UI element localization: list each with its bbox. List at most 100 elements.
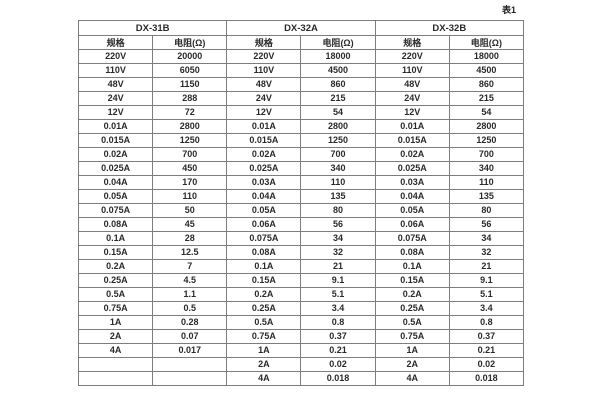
resistance-cell: 700 bbox=[300, 147, 376, 162]
spec-cell: 0.015A bbox=[77, 133, 154, 148]
spec-cell: 220V bbox=[374, 49, 450, 64]
spec-cell: 24V bbox=[374, 91, 450, 106]
resistance-cell: 0.21 bbox=[300, 343, 376, 358]
resistance-cell: 1.1 bbox=[152, 287, 228, 302]
resistance-cell: 0.018 bbox=[448, 371, 525, 386]
resistance-cell: 135 bbox=[448, 189, 525, 204]
table-row: 0.15A 12.5 0.08A 32 0.08A 32 bbox=[77, 245, 525, 260]
resistance-cell: 20000 bbox=[152, 49, 228, 64]
spec-cell: 0.15A bbox=[226, 273, 302, 288]
resistance-cell: 0.5 bbox=[152, 301, 228, 316]
spec-cell: 0.25A bbox=[374, 301, 450, 316]
resistance-cell: 56 bbox=[300, 217, 376, 232]
spec-cell: 0.15A bbox=[374, 273, 450, 288]
resistance-cell: 4.5 bbox=[152, 273, 228, 288]
resistance-cell: 34 bbox=[300, 231, 376, 246]
spec-cell: 0.05A bbox=[374, 203, 450, 218]
resistance-cell: 0.37 bbox=[448, 329, 525, 344]
spec-cell: 0.25A bbox=[77, 273, 154, 288]
table-row: 0.75A 0.5 0.25A 3.4 0.25A 3.4 bbox=[77, 301, 525, 316]
spec-cell: 48V bbox=[374, 77, 450, 92]
resistance-cell: 3.4 bbox=[300, 301, 376, 316]
spec-cell: 0.25A bbox=[226, 301, 302, 316]
spec-cell: 24V bbox=[226, 91, 302, 106]
resistance-cell: 12.5 bbox=[152, 245, 228, 260]
group-header-dx31b: DX-31B bbox=[77, 20, 228, 36]
spec-cell: 0.025A bbox=[226, 161, 302, 176]
table-row: 0.08A 45 0.06A 56 0.06A 56 bbox=[77, 217, 525, 232]
resistance-cell: 0.07 bbox=[152, 329, 228, 344]
spec-cell: 0.04A bbox=[226, 189, 302, 204]
spec-cell: 0.08A bbox=[226, 245, 302, 260]
table-row: 0.2A 7 0.1A 21 0.1A 21 bbox=[77, 259, 525, 274]
resistance-cell: 0.37 bbox=[300, 329, 376, 344]
spec-cell: 0.04A bbox=[374, 189, 450, 204]
resistance-cell: 54 bbox=[448, 105, 525, 120]
spec-cell: 12V bbox=[77, 105, 154, 120]
spec-cell: 220V bbox=[77, 49, 154, 64]
spec-cell: 0.01A bbox=[226, 119, 302, 134]
spec-cell: 1A bbox=[374, 343, 450, 358]
spec-cell: 24V bbox=[77, 91, 154, 106]
table-row: 0.02A 700 0.02A 700 0.02A 700 bbox=[77, 147, 525, 162]
spec-cell: 0.025A bbox=[77, 161, 154, 176]
spec-cell: 0.02A bbox=[374, 147, 450, 162]
resistance-cell: 2800 bbox=[152, 119, 228, 134]
spec-cell: 0.05A bbox=[226, 203, 302, 218]
resistance-cell: 135 bbox=[300, 189, 376, 204]
spec-cell bbox=[77, 371, 154, 386]
resistance-cell: 18000 bbox=[300, 49, 376, 64]
resistance-cell: 56 bbox=[448, 217, 525, 232]
table-caption: 表1 bbox=[502, 5, 517, 15]
resistance-cell: 9.1 bbox=[448, 273, 525, 288]
resistance-cell: 0.8 bbox=[448, 315, 525, 330]
resistance-cell: 0.017 bbox=[152, 343, 228, 358]
resistance-cell: 0.21 bbox=[448, 343, 525, 358]
resistance-cell: 0.02 bbox=[448, 357, 525, 372]
resistance-cell: 340 bbox=[448, 161, 525, 176]
spec-cell: 2A bbox=[226, 357, 302, 372]
resistance-cell: 72 bbox=[152, 105, 228, 120]
resistance-cell: 700 bbox=[152, 147, 228, 162]
table-row: 0.05A 110 0.04A 135 0.04A 135 bbox=[77, 189, 525, 204]
resistance-cell: 340 bbox=[300, 161, 376, 176]
resistance-cell: 110 bbox=[300, 175, 376, 190]
col-header-spec-dx32b: 规格 bbox=[374, 35, 450, 50]
table-row: 0.01A 2800 0.01A 2800 0.01A 2800 bbox=[77, 119, 525, 134]
resistance-cell: 110 bbox=[152, 189, 228, 204]
table-row: 48V 1150 48V 860 48V 860 bbox=[77, 77, 525, 92]
spec-cell: 2A bbox=[374, 357, 450, 372]
spec-cell: 0.2A bbox=[226, 287, 302, 302]
spec-cell: 4A bbox=[374, 371, 450, 386]
resistance-cell: 50 bbox=[152, 203, 228, 218]
resistance-cell: 32 bbox=[300, 245, 376, 260]
resistance-cell: 860 bbox=[448, 77, 525, 92]
spec-cell: 0.075A bbox=[374, 231, 450, 246]
resistance-cell: 28 bbox=[152, 231, 228, 246]
spec-cell: 4A bbox=[226, 371, 302, 386]
resistance-cell: 2800 bbox=[448, 119, 525, 134]
resistance-cell: 2800 bbox=[300, 119, 376, 134]
spec-cell: 0.05A bbox=[77, 189, 154, 204]
table-row: 0.1A 28 0.075A 34 0.075A 34 bbox=[77, 231, 525, 246]
group-header-row: DX-31B DX-32A DX-32B bbox=[77, 20, 525, 36]
spec-cell: 48V bbox=[77, 77, 154, 92]
col-header-resistance-dx32b: 电阻(Ω) bbox=[448, 35, 525, 50]
spec-cell: 0.015A bbox=[374, 133, 450, 148]
spec-cell: 0.5A bbox=[226, 315, 302, 330]
spec-cell: 0.75A bbox=[226, 329, 302, 344]
spec-cell: 0.5A bbox=[374, 315, 450, 330]
spec-cell: 0.02A bbox=[77, 147, 154, 162]
resistance-cell: 54 bbox=[300, 105, 376, 120]
spec-cell: 0.03A bbox=[374, 175, 450, 190]
resistance-cell: 7 bbox=[152, 259, 228, 274]
resistance-cell: 9.1 bbox=[300, 273, 376, 288]
resistance-cell: 5.1 bbox=[300, 287, 376, 302]
table-row: 4A 0.017 1A 0.21 1A 0.21 bbox=[77, 343, 525, 358]
resistance-cell: 288 bbox=[152, 91, 228, 106]
spec-cell: 12V bbox=[226, 105, 302, 120]
spec-cell: 12V bbox=[374, 105, 450, 120]
spec-cell: 0.075A bbox=[226, 231, 302, 246]
resistance-table: DX-31B DX-32A DX-32B 规格 电阻(Ω) 规格 电阻(Ω) 规… bbox=[77, 20, 525, 386]
spec-cell: 1A bbox=[77, 315, 154, 330]
